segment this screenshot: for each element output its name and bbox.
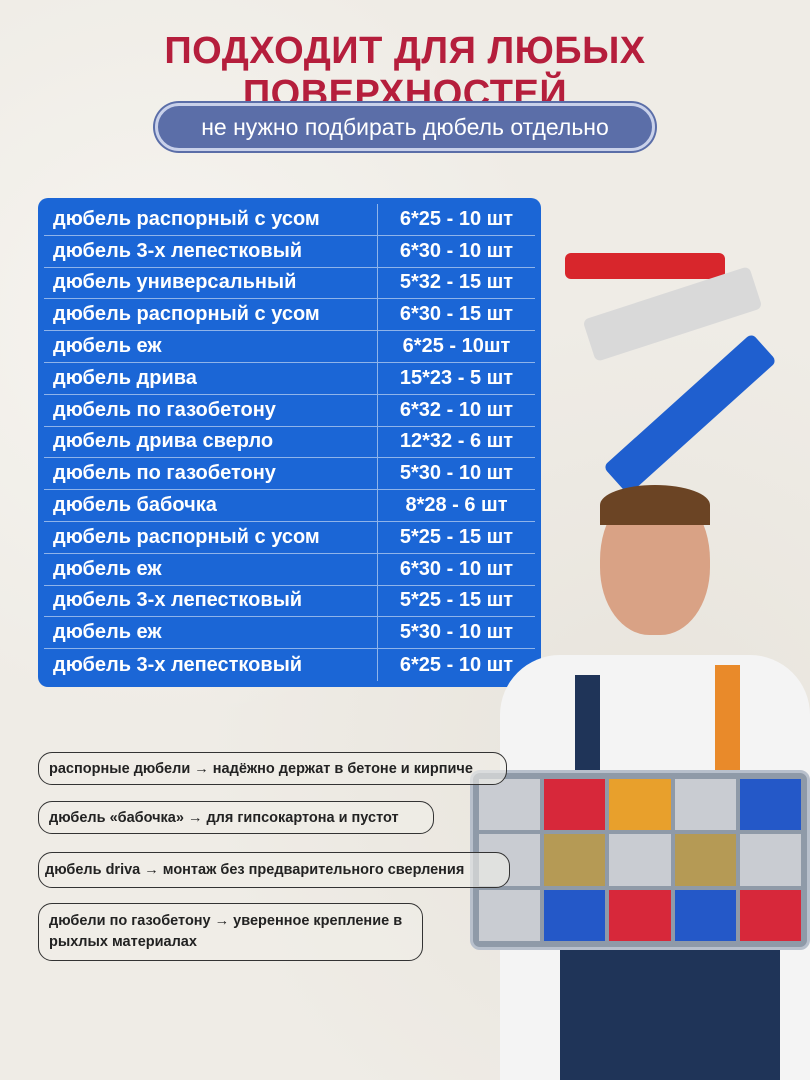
dowel-spec: 8*28 - 6 шт (405, 494, 508, 517)
dowel-name: дюбель еж (44, 617, 378, 649)
dowel-spec: 6*30 - 15 шт (399, 303, 514, 326)
subtitle-pill: не нужно подбирать дюбель отдельно (155, 103, 655, 151)
table-row: дюбель по газобетону 6*32 - 10 шт (44, 394, 535, 427)
dowel-name: дюбель еж (44, 553, 378, 585)
table-row: дюбель распорный с усом 6*30 - 15 шт (44, 299, 535, 332)
worker-overalls (560, 945, 780, 1080)
dowel-name: дюбель распорный с усом (44, 204, 378, 235)
table-row: дюбель 3-х лепестковый 6*30 - 10 шт (44, 235, 535, 268)
blue-dowel-image (602, 332, 778, 496)
note-text: дюбель «бабочка» → для гипсокартона и пу… (49, 809, 399, 826)
dowel-name: дюбель дрива (44, 362, 378, 394)
dowel-name: дюбель распорный с усом (44, 521, 378, 553)
red-dowel-image (565, 253, 725, 279)
worker-hair (600, 485, 710, 525)
table-row: дюбель еж 5*30 - 10 шт (44, 617, 535, 650)
table-row: дюбель распорный с усом 5*25 - 15 шт (44, 521, 535, 554)
dowel-spec: 6*25 - 10 шт (399, 207, 514, 230)
table-row: дюбель распорный с усом 6*25 - 10 шт (44, 204, 535, 236)
table-row: дюбель 3-х лепестковый 5*25 - 15 шт (44, 585, 535, 618)
dowel-name: дюбель универсальный (44, 267, 378, 299)
note-expansion-dowels: распорные дюбели → надёжно держат в бето… (38, 752, 507, 785)
dowel-spec: 5*32 - 15 шт (399, 271, 514, 294)
table-row: дюбель бабочка 8*28 - 6 шт (44, 490, 535, 522)
dowel-name: дюбель дрива сверло (44, 426, 378, 458)
dowel-name: дюбель 3-х лепестковый (44, 235, 378, 267)
worker-photo (460, 485, 810, 1080)
dowel-spec: 15*23 - 5 шт (399, 366, 514, 389)
table-row: дюбель дрива сверло 12*32 - 6 шт (44, 426, 535, 459)
dowel-spec: 5*30 - 10 шт (399, 621, 514, 644)
page-title: ПОДХОДИТ ДЛЯ ЛЮБЫХ ПОВЕРХНОСТЕЙ (164, 30, 646, 115)
dowel-spec: 6*32 - 10 шт (399, 398, 514, 421)
note-butterfly-dowel: дюбель «бабочка» → для гипсокартона и пу… (38, 801, 434, 834)
dowel-spec: 12*32 - 6 шт (399, 430, 514, 453)
table-row: дюбель по газобетону 5*30 - 10 шт (44, 458, 535, 491)
dowel-spec: 6*25 - 10 шт (399, 653, 514, 676)
dowel-name: дюбель 3-х лепестковый (44, 649, 378, 681)
table-row: дюбель дрива 15*23 - 5 шт (44, 362, 535, 395)
dowel-spec: 5*25 - 15 шт (399, 589, 514, 612)
note-driva-dowel: дюбель driva → монтаж без предварительно… (38, 852, 510, 888)
table-row: дюбель еж 6*25 - 10шт (44, 331, 535, 363)
dowel-spec: 6*30 - 10 шт (399, 239, 514, 262)
note-aerated-concrete: дюбели по газобетону → уверенное креплен… (38, 903, 423, 961)
orange-strap (715, 665, 740, 775)
dowel-name: дюбель еж (44, 331, 378, 362)
dowel-name: дюбель 3-х лепестковый (44, 585, 378, 617)
dowel-spec: 6*25 - 10шт (402, 335, 511, 358)
blue-strap (575, 675, 600, 775)
dowel-name: дюбель по газобетону (44, 458, 378, 490)
note-text: дюбели по газобетону → уверенное креплен… (49, 913, 403, 950)
dowel-spec: 6*30 - 10 шт (399, 557, 514, 580)
dowel-table: дюбель распорный с усом 6*25 - 10 шт дюбел… (38, 198, 541, 687)
dowel-name: дюбель бабочка (44, 490, 378, 521)
table-row: дюбель универсальный 5*32 - 15 шт (44, 267, 535, 300)
dowel-organizer-box (470, 770, 810, 950)
table-row: дюбель 3-х лепестковый 6*25 - 10 шт (44, 649, 535, 681)
dowel-spec: 5*25 - 15 шт (399, 525, 514, 548)
dowel-name: дюбель по газобетону (44, 394, 378, 426)
dowel-spec: 5*30 - 10 шт (399, 462, 514, 485)
note-text: дюбель driva → монтаж без предварительно… (45, 862, 465, 878)
dowel-name: дюбель распорный с усом (44, 299, 378, 331)
note-text: распорные дюбели → надёжно держат в бето… (49, 760, 473, 777)
table-row: дюбель еж 6*30 - 10 шт (44, 553, 535, 586)
